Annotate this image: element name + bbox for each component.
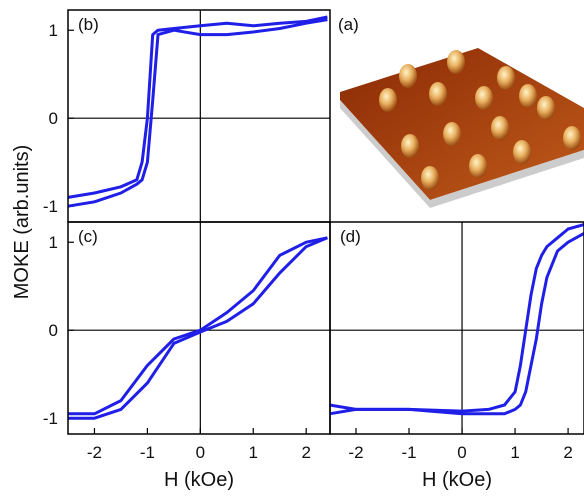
x-tick-label: 2 (563, 443, 572, 462)
y-tick-label: 1 (49, 233, 58, 252)
panel-frame (330, 222, 584, 434)
y-tick-label: -1 (43, 409, 58, 428)
y-axis-title: MOKE (arb.units) (11, 145, 33, 299)
panel-label: (a) (338, 15, 359, 34)
page: {"chart_data": [ {"type": "line", "panel… (0, 0, 584, 496)
x-tick-label: 0 (196, 443, 205, 462)
y-tick-label: 1 (49, 21, 58, 40)
x-axis-title: H (kOe) (422, 469, 492, 491)
x-tick-label: -1 (140, 443, 155, 462)
y-tick-label: 0 (49, 109, 58, 128)
loop-branch (330, 225, 584, 412)
x-tick-label: -2 (87, 443, 102, 462)
panel-label: (b) (78, 15, 99, 34)
panel-label: (c) (78, 227, 98, 246)
x-tick-label: 0 (457, 443, 466, 462)
x-tick-label: 1 (249, 443, 258, 462)
afm-image (340, 48, 584, 208)
loop-branch (68, 20, 327, 207)
panel-label: (d) (340, 227, 361, 246)
figure: -1 0 1 (b) (a) -1 0 1 -2 -1 0 1 2 (c) H (kOe) MOKE (arb… (0, 0, 584, 496)
x-tick-label: 2 (301, 443, 310, 462)
y-tick-label: 0 (49, 321, 58, 340)
y-tick-label: -1 (43, 197, 58, 216)
loop-branch (68, 17, 327, 197)
loop-branch (68, 238, 327, 418)
x-tick-label: 1 (510, 443, 519, 462)
loop-branch (330, 233, 584, 413)
panel-frame (68, 222, 330, 434)
x-tick-label: -2 (348, 443, 363, 462)
x-tick-label: -1 (401, 443, 416, 462)
x-axis-title: H (kOe) (164, 469, 234, 491)
